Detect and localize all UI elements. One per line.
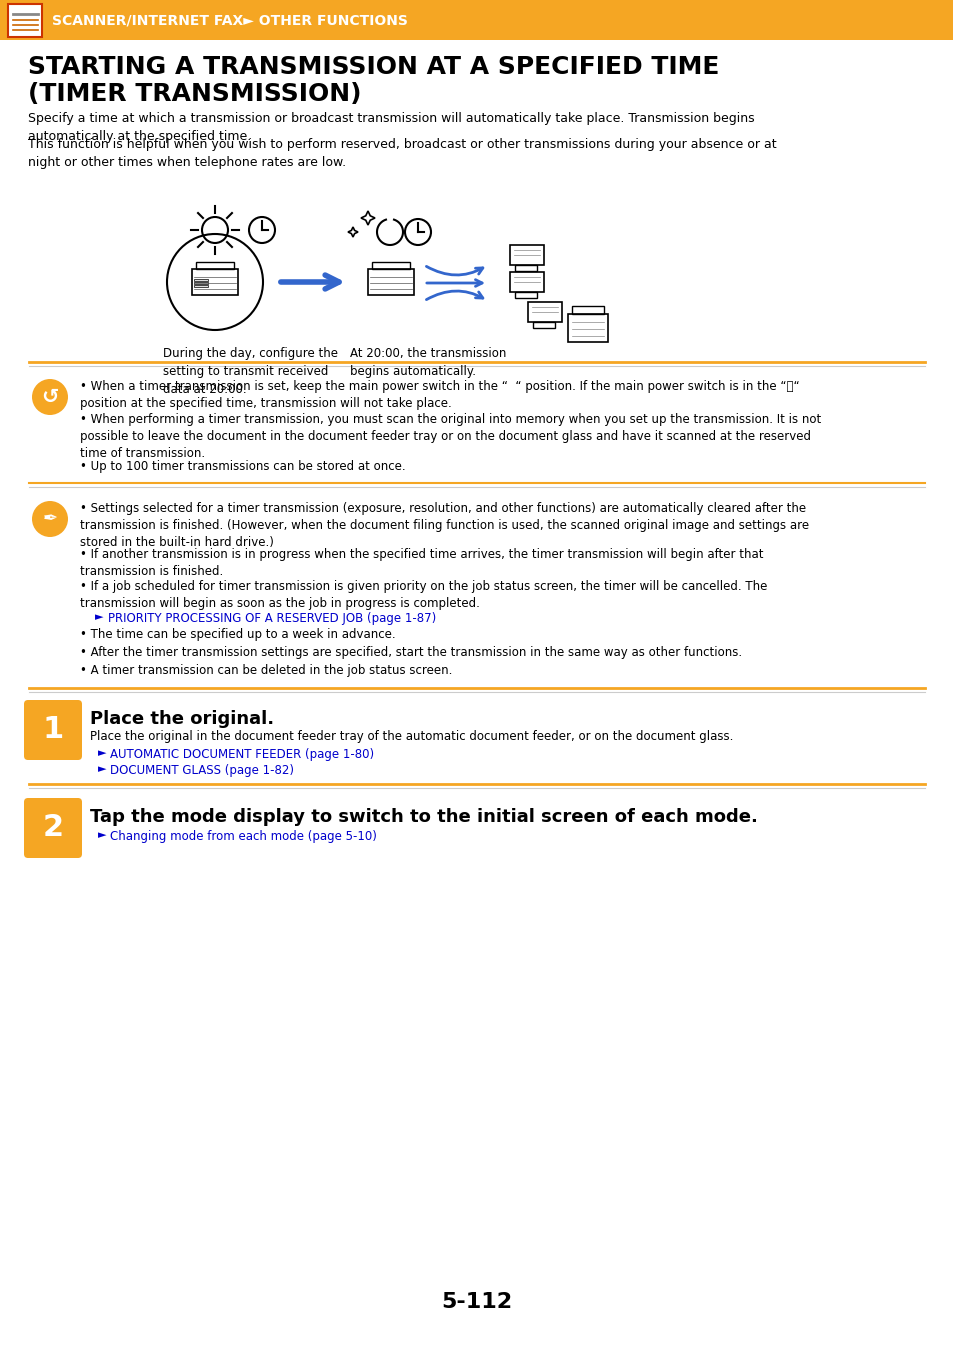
Text: Specify a time at which a transmission or broadcast transmission will automatica: Specify a time at which a transmission o…: [28, 112, 754, 143]
Circle shape: [32, 501, 68, 537]
Bar: [195, 262, 233, 269]
FancyBboxPatch shape: [0, 0, 953, 40]
Text: STARTING A TRANSMISSION AT A SPECIFIED TIME: STARTING A TRANSMISSION AT A SPECIFIED T…: [28, 55, 719, 80]
FancyBboxPatch shape: [24, 798, 82, 859]
Text: This function is helpful when you wish to perform reserved, broadcast or other t: This function is helpful when you wish t…: [28, 138, 776, 169]
Text: ►: ►: [98, 764, 110, 774]
Text: Tap the mode display to switch to the initial screen of each mode.: Tap the mode display to switch to the in…: [90, 809, 757, 826]
Bar: [572, 306, 603, 315]
Bar: [193, 285, 208, 288]
Bar: [192, 269, 237, 296]
Text: SCANNER/INTERNET FAX► OTHER FUNCTIONS: SCANNER/INTERNET FAX► OTHER FUNCTIONS: [52, 14, 408, 27]
Text: Place the original in the document feeder tray of the automatic document feeder,: Place the original in the document feede…: [90, 730, 733, 742]
Bar: [510, 271, 543, 292]
Text: Changing mode from each mode (page 5-10): Changing mode from each mode (page 5-10): [110, 830, 376, 842]
Text: DOCUMENT GLASS (page 1-82): DOCUMENT GLASS (page 1-82): [110, 764, 294, 778]
Bar: [368, 269, 414, 296]
Text: • After the timer transmission settings are specified, start the transmission in: • After the timer transmission settings …: [80, 647, 741, 659]
Text: During the day, configure the
setting to transmit received
data at 20:00.: During the day, configure the setting to…: [163, 347, 337, 396]
Text: ►: ►: [98, 748, 110, 757]
Bar: [193, 279, 208, 281]
Text: ►: ►: [95, 612, 107, 622]
Text: • When performing a timer transmission, you must scan the original into memory w: • When performing a timer transmission, …: [80, 413, 821, 460]
Text: • When a timer transmission is set, keep the main power switch in the “  “ posit: • When a timer transmission is set, keep…: [80, 379, 799, 410]
Text: (TIMER TRANSMISSION): (TIMER TRANSMISSION): [28, 82, 361, 107]
FancyBboxPatch shape: [24, 701, 82, 760]
Text: ✒: ✒: [42, 510, 57, 528]
Bar: [193, 282, 208, 284]
Text: ↺: ↺: [41, 387, 59, 406]
Text: • If a job scheduled for timer transmission is given priority on the job status : • If a job scheduled for timer transmiss…: [80, 580, 766, 610]
FancyBboxPatch shape: [8, 4, 42, 36]
Bar: [515, 265, 537, 271]
Text: 1: 1: [42, 716, 64, 744]
Text: At 20:00, the transmission
begins automatically.: At 20:00, the transmission begins automa…: [350, 347, 506, 378]
Text: PRIORITY PROCESSING OF A RESERVED JOB (page 1-87): PRIORITY PROCESSING OF A RESERVED JOB (p…: [108, 612, 436, 625]
Bar: [515, 292, 537, 298]
Bar: [527, 302, 561, 323]
Text: • A timer transmission can be deleted in the job status screen.: • A timer transmission can be deleted in…: [80, 664, 452, 676]
Bar: [567, 315, 607, 342]
Text: • Up to 100 timer transmissions can be stored at once.: • Up to 100 timer transmissions can be s…: [80, 460, 405, 472]
Circle shape: [32, 379, 68, 414]
Bar: [533, 323, 555, 328]
Text: Place the original.: Place the original.: [90, 710, 274, 728]
Text: • The time can be specified up to a week in advance.: • The time can be specified up to a week…: [80, 628, 395, 641]
Text: ►: ►: [98, 830, 110, 840]
Text: • If another transmission is in progress when the specified time arrives, the ti: • If another transmission is in progress…: [80, 548, 762, 578]
Text: • Settings selected for a timer transmission (exposure, resolution, and other fu: • Settings selected for a timer transmis…: [80, 502, 808, 549]
Text: AUTOMATIC DOCUMENT FEEDER (page 1-80): AUTOMATIC DOCUMENT FEEDER (page 1-80): [110, 748, 374, 761]
Bar: [372, 262, 410, 269]
Text: 5-112: 5-112: [441, 1292, 512, 1312]
Text: 2: 2: [42, 814, 64, 842]
Bar: [510, 244, 543, 265]
